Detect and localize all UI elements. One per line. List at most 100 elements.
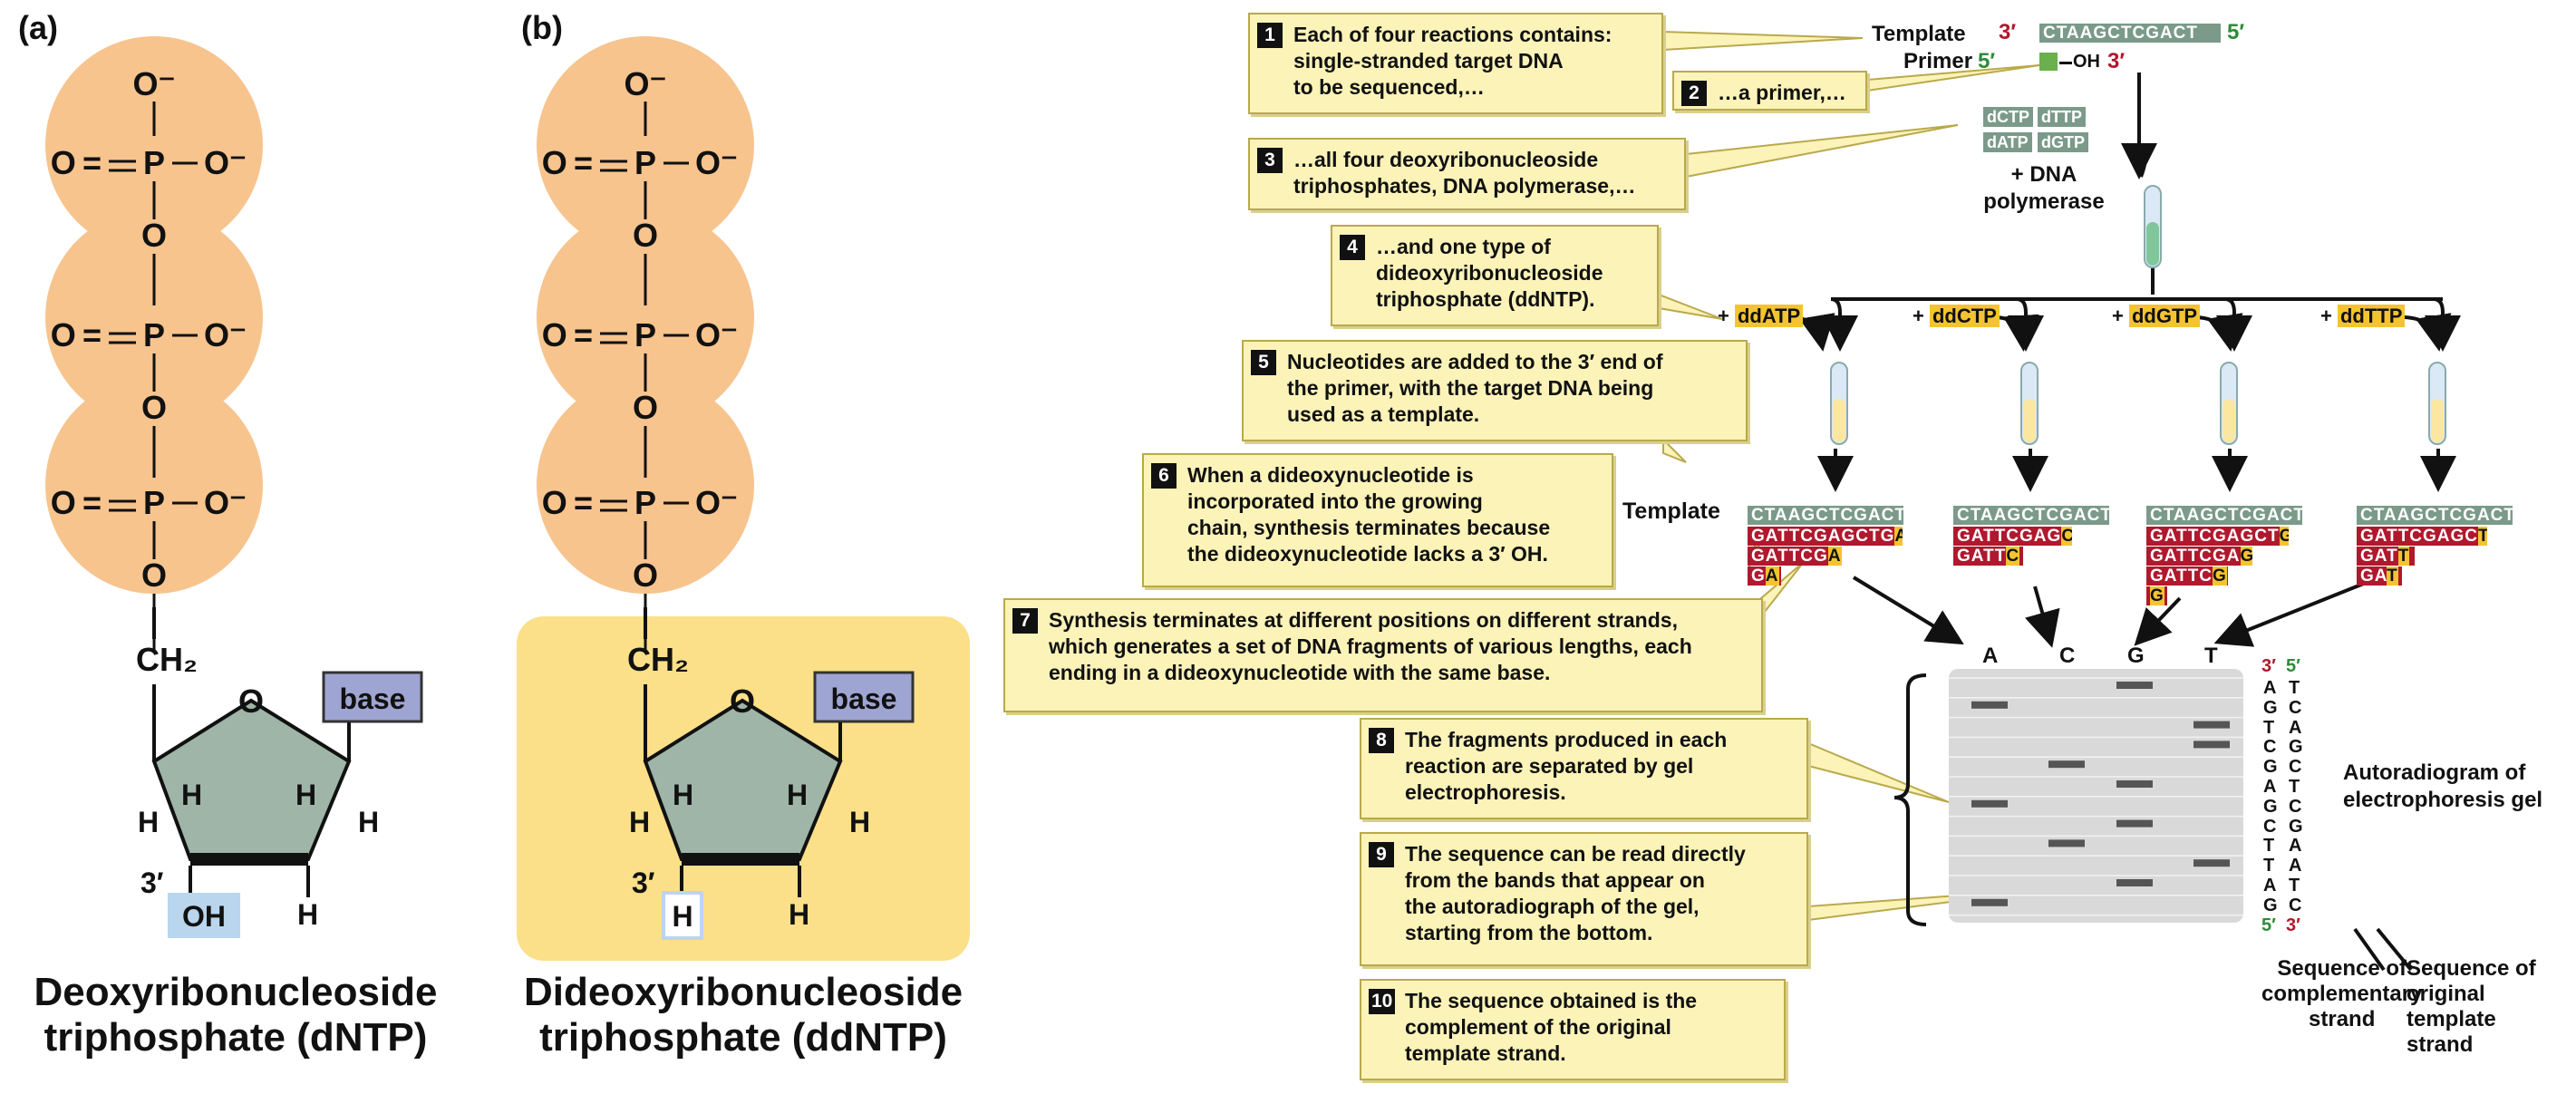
- dd-tag: ddGTP: [2128, 305, 2201, 327]
- gel-band: [1971, 898, 2008, 906]
- dna-fragment: GATTCGAGCTGA: [1748, 527, 1903, 546]
- original-strand-label: Sequence of original template strand: [2407, 956, 2536, 1057]
- o-minus-side-3: O⁻: [695, 484, 738, 521]
- original-base: C: [2289, 697, 2302, 718]
- step-2-callout: 2 …a primer,…: [1672, 71, 1867, 111]
- fragment-body: GAT: [2360, 547, 2398, 566]
- phosphorus-1: P: [634, 144, 656, 181]
- gel-band: [2193, 721, 2230, 729]
- h-c1: H: [358, 806, 379, 838]
- orig-bottom-3prime: 3′: [2286, 915, 2300, 935]
- double-bond-oxygen-1: O =: [51, 144, 102, 181]
- base-label: base: [340, 683, 406, 715]
- step-6-number: 6: [1151, 463, 1177, 489]
- ch2-label: CH₂: [627, 641, 689, 678]
- tube-a: [1830, 362, 1848, 445]
- step-8-callout: 8 The fragments produced in each reaction…: [1360, 718, 1808, 819]
- gel-band: [2048, 760, 2085, 769]
- phosphorus-1: P: [143, 144, 165, 181]
- dd-label-ddctp: + ddCTP: [1913, 305, 2000, 328]
- autoradiogram-label: Autoradiogram of electrophoresis gel: [2343, 760, 2543, 812]
- gel-band: [2116, 682, 2153, 689]
- step-9-callout: 9 The sequence can be read directly from …: [1360, 832, 1808, 966]
- gel: [1949, 669, 2243, 923]
- step-10-number: 10: [1369, 989, 1396, 1014]
- complementary-base: A: [2263, 678, 2277, 698]
- flow-lines: [1789, 73, 2461, 972]
- original-base: A: [2289, 856, 2302, 876]
- reaction-template-strand: CTAAGCTCGACT: [1953, 506, 2109, 525]
- phosphorus-2: P: [143, 316, 165, 353]
- complementary-strand-label: Sequence of complementary strand: [2261, 956, 2423, 1031]
- ring-oxygen: O: [238, 683, 264, 720]
- phosphorus-3: P: [634, 484, 656, 521]
- tube-g: [2220, 362, 2238, 445]
- step-1-number: 1: [1257, 23, 1283, 48]
- step-5-callout: 5 Nucleotides are added to the 3′ end of …: [1242, 340, 1748, 441]
- bridge-oxygen-2: O: [141, 389, 167, 426]
- primer-3prime: 3′: [2107, 49, 2126, 73]
- fragment-body: GATTC: [2150, 566, 2213, 586]
- h-box-label: H: [672, 900, 692, 933]
- dna-polymerase-label: + DNA polymerase: [1983, 162, 2105, 214]
- step-3-number: 3: [1257, 148, 1283, 173]
- comp-bottom-5prime: 5′: [2261, 915, 2276, 935]
- dna-fragment: GATTCGAGCT: [2357, 527, 2487, 546]
- primer-bond: [2059, 62, 2072, 64]
- dd-label-ddatp: + ddATP: [1718, 305, 1804, 328]
- dna-fragment: GATTCGA: [1748, 547, 1842, 566]
- h-c1: H: [849, 806, 870, 838]
- gel-band: [2048, 839, 2085, 847]
- base-box: [813, 671, 915, 723]
- dna-fragment: GAT: [2357, 566, 2403, 586]
- ch2-label: CH₂: [136, 641, 198, 678]
- dd-label-ddttp: + ddTTP: [2320, 305, 2406, 328]
- bridge-oxygen-1: O: [633, 217, 658, 254]
- phosphate-circle-1: [45, 36, 263, 254]
- complementary-base: T: [2263, 836, 2275, 857]
- o-minus-side-2: O⁻: [695, 316, 738, 353]
- fragment-terminator: G: [2240, 547, 2253, 566]
- panel-a-caption: Deoxyribonucleoside triphosphate (dNTP): [34, 970, 438, 1060]
- fragment-body: G: [1751, 566, 1766, 586]
- step-7-number: 7: [1012, 608, 1038, 634]
- primer-strand: [2039, 53, 2058, 71]
- phosphate-circle-2: [537, 208, 754, 426]
- base-label: base: [831, 683, 897, 715]
- base-box: [322, 671, 423, 723]
- step-2-number: 2: [1681, 81, 1707, 106]
- gel-band: [1971, 799, 2008, 808]
- dd-plus: +: [2112, 305, 2129, 327]
- complementary-base: A: [2263, 777, 2277, 797]
- step-9-text: The sequence can be read directly from t…: [1405, 842, 1746, 944]
- original-base: C: [2289, 757, 2302, 778]
- o-minus-top: O⁻: [132, 65, 175, 102]
- o-minus-side-3: O⁻: [204, 484, 247, 521]
- original-base: C: [2289, 796, 2302, 817]
- phosphorus-3: P: [143, 484, 165, 521]
- dna-fragment: GATTCGAGC: [1953, 527, 2072, 546]
- step-4-callout: 4 …and one type of dideoxyribonucleoside …: [1331, 225, 1659, 326]
- complementary-base: A: [2263, 876, 2277, 896]
- fragment-terminator: C: [2061, 527, 2072, 546]
- complementary-base: T: [2263, 717, 2275, 738]
- dd-label-ddgtp: + ddGTP: [2112, 305, 2201, 328]
- fragment-body: GATTCGAGCTG: [1751, 527, 1895, 546]
- o-minus-side-1: O⁻: [695, 144, 738, 181]
- h-c1b: H: [787, 779, 808, 811]
- h-c2: H: [789, 898, 809, 931]
- lane-label-t: T: [2204, 644, 2218, 668]
- phosphate-circle-3: [45, 376, 263, 594]
- gel-band: [1971, 701, 2008, 709]
- step-3-text: …all four deoxyribonucleoside triphospha…: [1293, 148, 1636, 198]
- complementary-base: G: [2263, 757, 2278, 778]
- dgtp-tag: dGTP: [2038, 132, 2088, 152]
- gel-bands: [1971, 682, 2230, 906]
- h-c1b: H: [295, 779, 316, 811]
- template-row-label: Template: [1622, 499, 1720, 524]
- reaction-template-strand: CTAAGCTCGACT: [2357, 506, 2513, 525]
- complementary-base: T: [2263, 856, 2275, 876]
- dd-plus: +: [1718, 305, 1735, 327]
- step-6-callout: 6 When a dideoxynucleotide is incorporate…: [1142, 453, 1613, 587]
